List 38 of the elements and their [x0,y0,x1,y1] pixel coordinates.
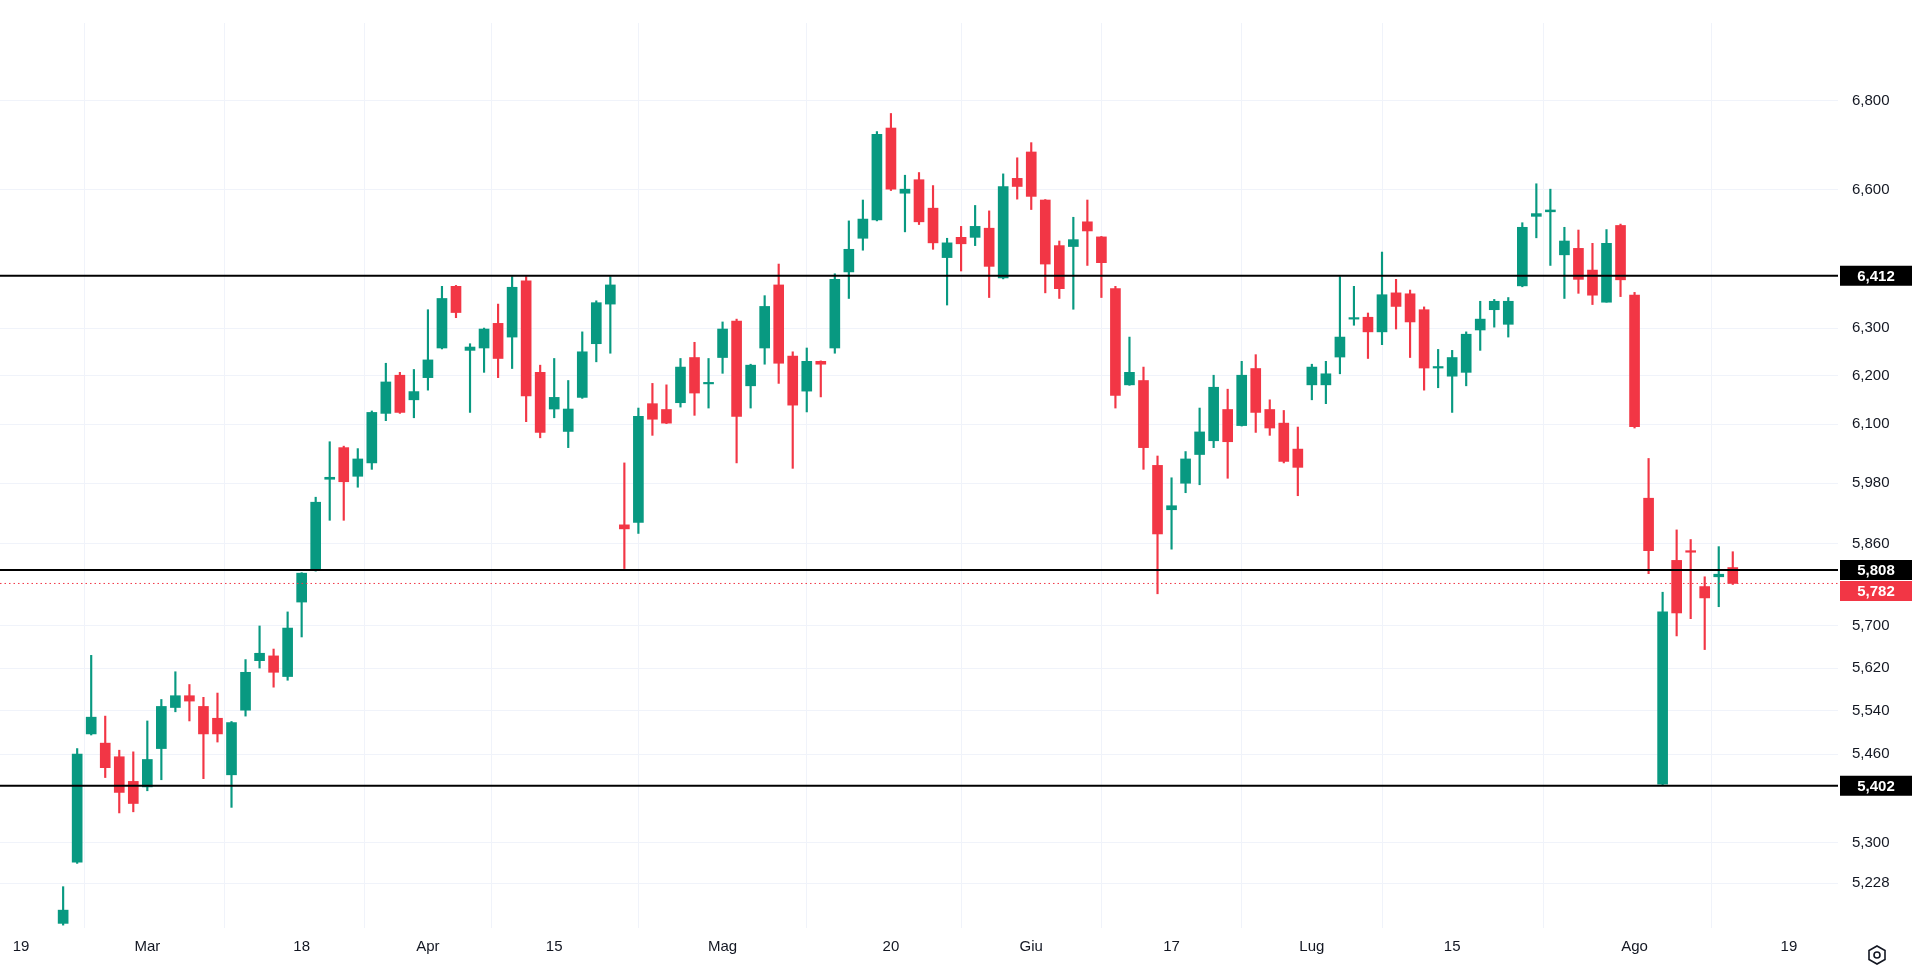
ref-line-label: 5,782 [1857,582,1895,600]
ref-line-label: 5,402 [1857,776,1895,794]
y-tick-label: 6,800 [1852,90,1890,108]
y-tick-label: 5,700 [1852,616,1890,634]
ref-line-label: 6,412 [1857,266,1895,284]
y-tick-label: 5,460 [1852,744,1890,762]
candlestick [324,441,336,521]
candlestick [212,692,223,743]
x-tick-label: 15 [545,937,563,955]
x-tick-label: 19 [12,937,30,955]
x-tick-label: 20 [882,937,900,955]
candlestick [1124,336,1135,386]
y-tick-label: 5,620 [1852,658,1890,676]
candlestick [198,696,209,779]
ref-line-label: 5,808 [1857,561,1895,579]
x-tick-label: 15 [1443,937,1461,955]
y-tick-label: 6,600 [1852,179,1890,197]
candlestick [254,625,265,669]
x-tick-label: Apr [416,937,440,955]
y-tick-label: 6,100 [1852,414,1890,432]
x-tick-label: Giu [1019,937,1043,955]
y-tick-label: 6,200 [1852,365,1890,383]
candlestick [1166,477,1177,550]
y-tick-label: 5,860 [1852,533,1890,551]
x-tick-label: 17 [1163,937,1180,955]
y-tick-label: 5,228 [1852,873,1890,891]
y-tick-label: 6,300 [1852,318,1890,336]
x-tick-label: Mag [707,937,738,955]
candlestick [647,383,658,436]
candlestick [703,358,714,409]
x-tick-label: 19 [1780,937,1798,955]
x-tick-label: Ago [1621,937,1648,955]
x-tick-label: 18 [293,937,310,955]
x-tick-label: Mar [134,937,161,955]
x-tick-label: Lug [1299,937,1325,955]
y-tick-label: 5,300 [1852,832,1890,850]
y-tick-label: 5,540 [1852,700,1890,718]
y-tick-label: 5,980 [1852,473,1890,491]
